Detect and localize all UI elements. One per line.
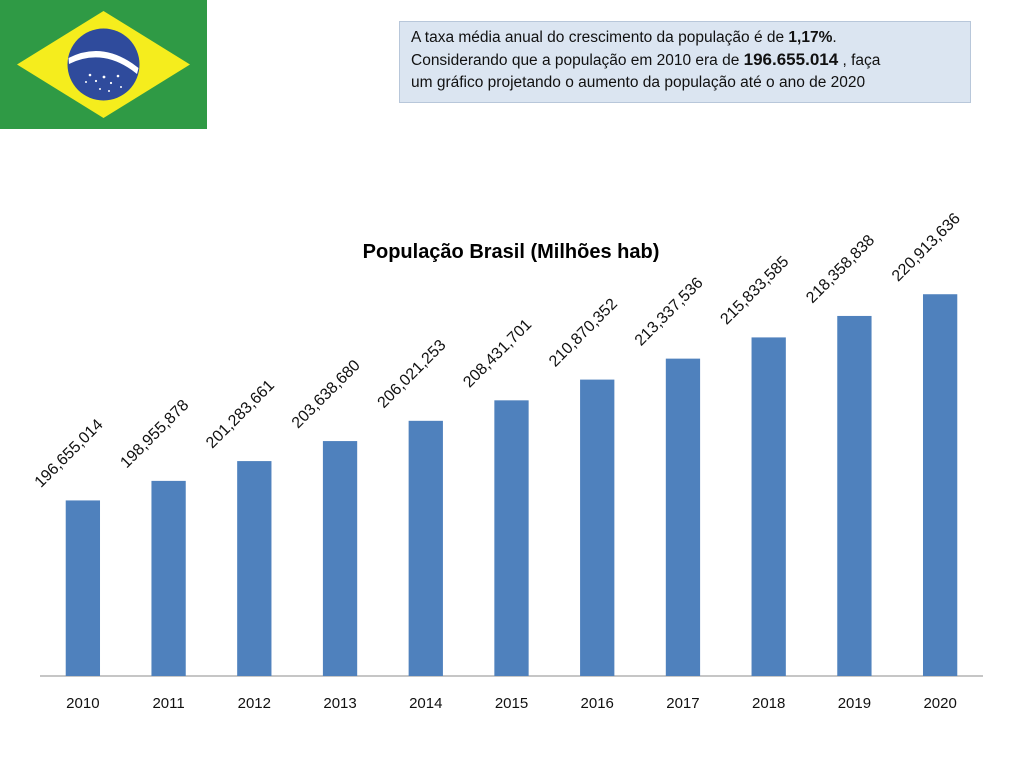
bar-2011 <box>151 480 186 676</box>
bar-2013 <box>322 441 358 676</box>
x-tick-label-2015: 2015 <box>495 695 528 712</box>
bars-group <box>65 294 958 676</box>
flag-motto-band <box>68 50 139 74</box>
x-tick-label-2012: 2012 <box>238 695 271 712</box>
x-tick-label-2017: 2017 <box>666 695 699 712</box>
exercise-note: A taxa média anual do crescimento da pop… <box>399 21 971 103</box>
note-line-2-suffix: , faça <box>838 52 881 69</box>
x-tick-label-2019: 2019 <box>838 695 871 712</box>
x-tick-label-2011: 2011 <box>152 695 184 712</box>
data-label-2019: 218,358,838 <box>803 232 878 307</box>
bar-2016 <box>580 379 615 676</box>
data-label-2015: 208,431,701 <box>460 316 535 391</box>
x-tick-label-2010: 2010 <box>66 695 99 712</box>
note-line-1: A taxa média anual do crescimento da pop… <box>411 27 960 49</box>
data-label-2014: 206,021,253 <box>375 337 450 412</box>
x-tick-label-2016: 2016 <box>581 695 614 712</box>
bar-2014 <box>408 420 443 676</box>
growth-rate: 1,17% <box>788 29 833 46</box>
x-tick-label-2013: 2013 <box>323 695 356 712</box>
data-label-2018: 215,833,585 <box>717 253 792 328</box>
data-label-2020: 220,913,636 <box>889 210 964 285</box>
bar-2012 <box>237 461 272 676</box>
bar-2015 <box>494 400 529 676</box>
note-line-1-suffix: . <box>832 29 837 46</box>
x-tick-label-2014: 2014 <box>409 695 442 712</box>
note-line-2: Considerando que a população em 2010 era… <box>411 49 960 72</box>
data-label-2011: 198,955,878 <box>117 397 192 472</box>
data-label-2016: 210,870,352 <box>546 295 621 370</box>
flag-stars <box>85 57 122 92</box>
bar-2019 <box>837 315 872 676</box>
x-tick-labels-group: 2010 2011 2012 2013 2014 2015 2016 2017 2018 2019… <box>66 695 957 712</box>
bar-2010 <box>65 500 101 676</box>
bar-2018 <box>751 337 786 676</box>
chart-title: População Brasil (Milhões hab) <box>363 241 660 263</box>
data-label-2010: 196,655,014 <box>32 416 107 491</box>
data-label-2013: 203,638,680 <box>289 357 364 432</box>
population-2010: 196.655.014 <box>743 50 839 69</box>
bar-2020 <box>922 294 958 676</box>
x-tick-label-2020: 2020 <box>923 695 956 712</box>
data-label-2017: 213,337,536 <box>632 274 707 349</box>
note-line-2-prefix: Considerando que a população em 2010 era… <box>411 52 744 69</box>
brazil-flag-image <box>0 0 207 129</box>
note-line-1-prefix: A taxa média anual do crescimento da pop… <box>411 29 789 46</box>
bar-2017 <box>665 358 701 676</box>
x-tick-label-2018: 2018 <box>752 695 785 712</box>
data-label-2012: 201,283,661 <box>203 377 278 452</box>
note-line-3: um gráfico projetando o aumento da popul… <box>411 74 866 91</box>
